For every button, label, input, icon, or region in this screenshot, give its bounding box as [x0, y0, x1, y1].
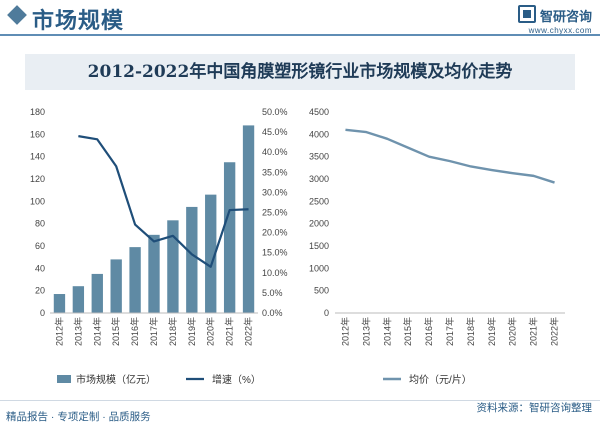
bar [167, 220, 179, 313]
bar [242, 125, 255, 314]
left-x-tick-label: 2021年 [224, 317, 235, 346]
bar [129, 247, 141, 313]
legend-label-growth: 增速（%） [212, 373, 261, 386]
price-x-tick-label: 2022年 [549, 317, 560, 346]
bar [205, 194, 217, 313]
bar [53, 294, 66, 313]
right-y-tick-label: 15.0% [262, 248, 288, 258]
left-y-tick-label: 100 [30, 196, 45, 206]
right-y-tick-label: 10.0% [262, 268, 288, 278]
price-y-tick-label: 4500 [309, 107, 329, 117]
logo-icon [517, 4, 536, 23]
price-x-tick-label: 2014年 [381, 317, 392, 346]
source-note: 资料来源：智研咨询整理 [476, 402, 593, 414]
right-y-tick-label: 25.0% [262, 208, 288, 218]
chart-title-bar: 2012-2022年中国角膜塑形镜行业市场规模及均价走势 [25, 54, 575, 90]
left-y-tick-label: 180 [30, 107, 45, 117]
left-y-tick-label: 20 [35, 286, 45, 296]
footer-divider [0, 400, 600, 401]
bar [110, 259, 122, 313]
bar [91, 273, 103, 313]
legend-swatch-market-size [57, 375, 71, 383]
left-y-tick-label: 120 [30, 174, 45, 184]
price-x-tick-label: 2015年 [402, 317, 413, 346]
price-x-tick-label: 2012年 [339, 317, 350, 346]
price-y-tick-label: 0 [324, 308, 329, 318]
left-y-tick-label: 160 [30, 129, 45, 139]
header-divider [0, 34, 600, 36]
left-y-tick-label: 140 [30, 152, 45, 162]
section-title: 市场规模 [32, 8, 125, 34]
price-y-tick-label: 3500 [309, 152, 329, 162]
right-y-tick-label: 30.0% [262, 187, 288, 197]
left-x-tick-label: 2020年 [205, 317, 216, 346]
logo-name: 智研咨询 [539, 9, 592, 24]
price-y-tick-label: 3000 [309, 174, 329, 184]
header: 市场规模 智研咨询 www.chyxx.com [0, 0, 600, 40]
price-x-tick-label: 2018年 [465, 317, 476, 346]
price-y-tick-label: 4000 [309, 129, 329, 139]
left-x-tick-label: 2014年 [91, 317, 102, 346]
price-x-tick-label: 2017年 [444, 317, 455, 346]
price-x-tick-label: 2020年 [507, 317, 518, 346]
price-x-tick-label: 2019年 [486, 317, 497, 346]
right-y-tick-label: 0.0% [262, 308, 283, 318]
footer-tagline: 精品报告 · 专项定制 · 品质服务 [6, 411, 151, 423]
left-x-tick-label: 2013年 [72, 317, 83, 346]
right-y-tick-label: 45.0% [262, 127, 288, 137]
price-y-tick-label: 2000 [309, 219, 329, 229]
left-y-tick-label: 60 [35, 241, 45, 251]
left-y-tick-label: 80 [35, 219, 45, 229]
bar [148, 234, 160, 313]
price-y-tick-label: 1000 [309, 263, 329, 273]
bar [186, 206, 198, 313]
chart-title: 2012-2022年中国角膜塑形镜行业市场规模及均价走势 [87, 62, 513, 82]
price-y-tick-label: 1500 [309, 241, 329, 251]
left-x-tick-label: 2017年 [148, 317, 159, 346]
legend-label-price: 均价（元/片） [409, 373, 472, 386]
left-x-tick-label: 2019年 [186, 317, 197, 346]
right-y-tick-label: 20.0% [262, 228, 288, 238]
price-x-tick-label: 2016年 [423, 317, 434, 346]
price-y-tick-label: 2500 [309, 196, 329, 206]
right-y-tick-label: 5.0% [262, 288, 283, 298]
left-x-tick-label: 2022年 [243, 317, 254, 346]
left-x-tick-label: 2012年 [53, 317, 64, 346]
bar [72, 286, 85, 313]
left-y-tick-label: 40 [35, 263, 45, 273]
logo: 智研咨询 www.chyxx.com [517, 4, 592, 35]
right-y-tick-label: 50.0% [262, 107, 288, 117]
price-x-tick-label: 2021年 [528, 317, 539, 346]
price-y-tick-label: 500 [314, 286, 329, 296]
logo-url: www.chyxx.com [528, 26, 592, 35]
right-y-tick-label: 40.0% [262, 147, 288, 157]
left-x-tick-label: 2018年 [167, 317, 178, 346]
left-y-tick-label: 0 [40, 308, 45, 318]
price-line [345, 128, 555, 184]
left-x-tick-label: 2016年 [129, 317, 140, 346]
legend-label-market-size: 市场规模（亿元） [76, 373, 156, 386]
bar [223, 162, 236, 313]
right-y-tick-label: 35.0% [262, 167, 288, 177]
price-x-tick-label: 2013年 [360, 317, 371, 346]
left-x-tick-label: 2015年 [110, 317, 121, 346]
growth-rate-line [78, 135, 249, 268]
